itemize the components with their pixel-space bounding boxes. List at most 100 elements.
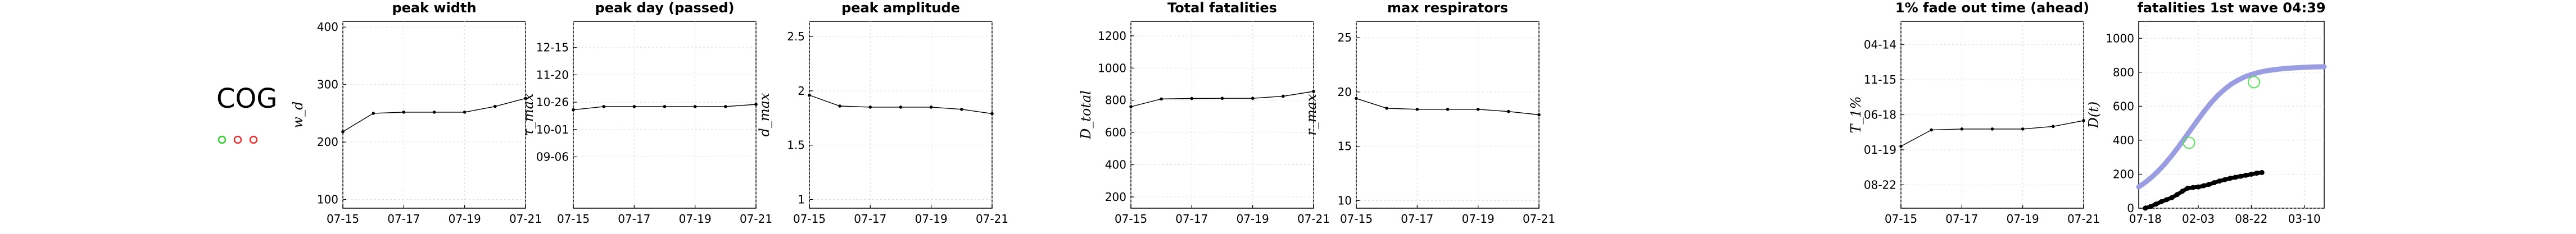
y-axis-label: d_max [757,93,772,136]
y-tick-label: 200 [317,135,338,149]
panel-title: Total fatalities [1167,0,1277,16]
marker-circle [2183,136,2195,149]
x-tick-label: 07-21 [1523,212,1555,226]
data-point [1415,108,1419,111]
country-marker-0 [218,135,227,144]
model-curve [2136,64,2327,190]
y-axis-label: τ_max [520,93,536,136]
x-tick-label: 07-19 [1237,212,1269,226]
x-tick-label: 07-21 [740,212,772,226]
data-point [402,111,406,114]
data-point [808,93,811,97]
country-markers [218,135,258,144]
observed-point [2211,180,2217,186]
y-tick-label: 08-22 [1864,178,1896,191]
data-point [868,105,872,109]
y-tick-label: 2.5 [787,30,805,43]
y-tick-label: 10-01 [536,123,569,136]
x-tick-label: 07-15 [1340,212,1373,226]
observed-point [2143,205,2148,211]
data-point [899,105,903,109]
data-point [1220,97,1224,100]
y-tick-label: 0 [2127,201,2134,215]
x-tick-label: 03-10 [2288,212,2321,226]
x-tick-label: 07-17 [854,212,886,226]
panel-title: max respirators [1387,0,1508,16]
observed-point [2206,182,2212,187]
observed-point [2259,169,2265,175]
x-tick-label: 07-21 [1297,212,1330,226]
observed-point [2254,171,2260,176]
data-point [2082,119,2085,122]
y-tick-label: 2 [798,84,805,98]
data-point [1312,90,1315,93]
y-tick-label: 200 [2113,167,2134,181]
panel-frame [1356,21,1540,209]
panel-0: peak width w_d 100 200 300 400 07-15 07-17 07-19… [290,0,542,226]
panel-title: peak amplitude [841,0,960,16]
y-tick-label: 800 [1105,94,1126,107]
y-axis-label: D(t) [2086,102,2102,129]
y-tick-label: 15 [1338,140,1352,153]
x-tick-label: 07-15 [1885,212,1917,226]
y-tick-label: 09-06 [536,150,569,163]
panel-6: fatalities 1st wave 04:39 D(t) 0 200 400 600 8… [2086,0,2327,226]
data-point [2052,125,2055,129]
x-tick-label: 07-17 [387,212,420,226]
x-tick-label: 07-19 [2007,212,2039,226]
country-marker-2 [249,135,258,144]
data-point [663,105,667,108]
x-tick-label: 07-15 [1115,212,1147,226]
y-tick-label: 600 [1105,126,1126,139]
observed-point [2174,192,2180,198]
observed-point [2248,171,2254,177]
observed-point [2201,183,2206,189]
y-tick-label: 600 [2113,99,2134,113]
panel-frame [809,21,993,209]
y-tick-label: 1 [798,193,805,207]
y-axis-label: r_max [1303,94,1319,136]
observed-point [2233,175,2238,180]
y-tick-label: 11-20 [536,68,569,81]
x-tick-label: 07-15 [327,212,359,226]
observed-point [2148,204,2153,209]
observed-point [2185,185,2190,191]
x-tick-label: 07-17 [1945,212,1978,226]
data-point [632,105,636,108]
observed-point [2222,177,2228,182]
data-point [2021,127,2025,131]
x-tick-label: 07-21 [976,212,1008,226]
observed-point [2195,184,2201,190]
y-tick-label: 06-18 [1864,108,1896,122]
data-point [693,105,697,108]
panel-2: peak amplitude d_max 1 1.5 2 2.5 07-15 07-17 07-… [757,0,1008,226]
data-point [1251,97,1255,100]
data-point [724,105,727,108]
data-point [602,105,605,108]
data-point [990,112,994,116]
panel-title: 1% fade out time (ahead) [1895,0,2089,16]
data-point [960,108,963,111]
y-tick-label: 25 [1338,31,1352,44]
y-tick-label: 1000 [1098,61,1126,75]
data-point [524,97,527,100]
panel-frame [2138,21,2325,209]
data-point [463,111,467,114]
panel-3: Total fatalities D_total 200 400 600 800 1000 1… [1078,0,1330,226]
y-tick-label: 04-14 [1864,38,1896,52]
y-tick-label: 11-15 [1864,73,1896,86]
data-point [1160,97,1163,101]
series-line [1900,120,2084,147]
panel-1: peak day (passed) τ_max 09-06 10-01 10-26 11-… [520,0,772,226]
y-axis-label: T_1% [1848,96,1864,133]
data-point [1899,144,1903,148]
country-code: COG [216,83,278,114]
x-tick-label: 07-17 [618,212,650,226]
x-tick-label: 07-18 [2129,212,2162,226]
data-point [929,105,933,109]
observed-point [2228,176,2233,181]
data-point [432,111,436,114]
x-tick-label: 07-19 [915,212,948,226]
observed-point [2190,185,2196,190]
x-tick-label: 07-21 [2067,212,2100,226]
